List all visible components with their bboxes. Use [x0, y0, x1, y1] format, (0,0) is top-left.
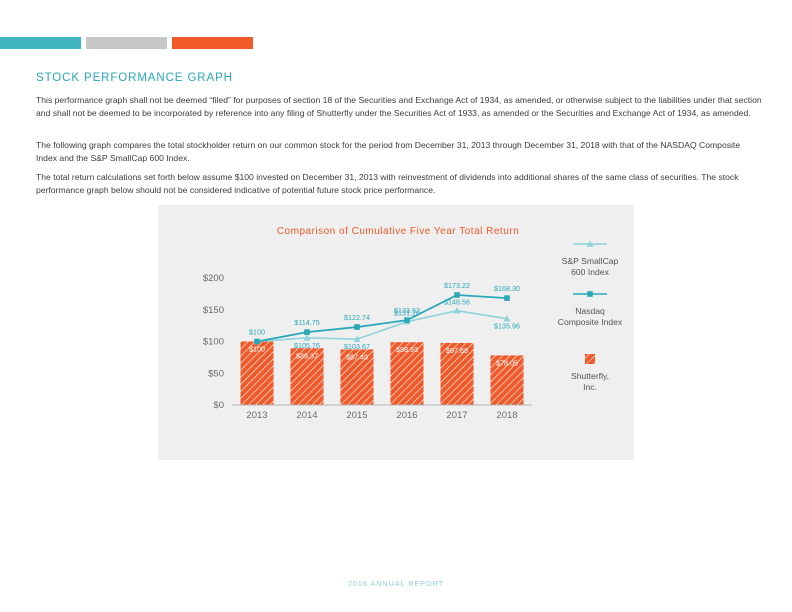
- x-tick-label: 2018: [496, 410, 517, 421]
- shutterfly-data-label: $97.68: [446, 346, 468, 355]
- bar-2017: [440, 342, 474, 405]
- legend-swatch-shutterfly: [585, 354, 595, 364]
- x-tick-label: 2013: [246, 410, 267, 421]
- nasdaq-point: [404, 317, 410, 323]
- x-tick-label: 2016: [396, 410, 417, 421]
- accent-bar-gray: [86, 37, 167, 49]
- legend-label: S&P SmallCap: [562, 256, 619, 266]
- y-tick-label: $200: [203, 273, 224, 284]
- legend-label: Nasdaq: [575, 306, 605, 316]
- chart-title: Comparison of Cumulative Five Year Total…: [277, 226, 519, 237]
- shutterfly-data-label: $98.93: [396, 345, 418, 354]
- nasdaq-point: [254, 338, 260, 345]
- bar-2016: [390, 342, 424, 405]
- performance-chart: Comparison of Cumulative Five Year Total…: [203, 226, 623, 421]
- nasdaq-data-label: $173.22: [444, 281, 470, 290]
- legend-label: Inc.: [583, 382, 597, 392]
- line-sp600: [256, 309, 508, 343]
- nasdaq-point: [304, 329, 310, 335]
- assumption-paragraph: The total return calculations set forth …: [36, 172, 739, 195]
- sp600-data-label: $103.67: [344, 342, 370, 351]
- bar-2015: [340, 349, 374, 405]
- legend-label: Shutterfly,: [571, 371, 609, 381]
- bar-2018: [490, 355, 524, 405]
- x-tick-label: 2014: [296, 410, 317, 421]
- nasdaq-data-label: $168.30: [494, 284, 520, 293]
- sp600-point: [453, 307, 461, 314]
- sp600-point: [353, 335, 361, 342]
- accent-bar-orange: [172, 37, 253, 49]
- shutterfly-data-label: $78.05: [496, 358, 518, 367]
- shutterfly-data-label: $89.37: [296, 351, 318, 360]
- bar-2014: [290, 348, 324, 405]
- sp600-point: [303, 334, 311, 341]
- sp600-data-label: $131.20: [394, 309, 420, 318]
- line-nasdaq: [256, 294, 508, 343]
- shutterfly-data-label: $87.49: [346, 352, 368, 361]
- footer-annual-report: 2018 ANNUAL REPORT: [347, 579, 445, 588]
- nasdaq-point: [454, 292, 460, 298]
- nasdaq-data-label: $100: [249, 328, 265, 337]
- nasdaq-point: [504, 295, 510, 301]
- accent-bar-teal: [0, 37, 81, 49]
- y-tick-label: $150: [203, 305, 224, 316]
- y-tick-label: $0: [213, 400, 224, 411]
- comparison-paragraph: The following graph compares the total s…: [36, 140, 741, 163]
- y-tick-label: $50: [208, 368, 224, 379]
- section-title: STOCK PERFORMANCE GRAPH: [36, 72, 233, 84]
- sp600-data-label: $148.56: [444, 298, 470, 307]
- y-tick-label: $100: [203, 337, 224, 348]
- legend-triangle-marker: [586, 240, 594, 247]
- nasdaq-data-label: $133.62: [394, 306, 420, 315]
- legend-square-marker: [587, 291, 593, 297]
- performance-chart-panel: Comparison of Cumulative Five Year Total…: [158, 205, 634, 460]
- nasdaq-data-label: $122.74: [344, 313, 370, 322]
- x-tick-label: 2015: [346, 410, 367, 421]
- sp600-data-label: $105.76: [294, 341, 320, 350]
- legend-label: 600 Index: [571, 267, 609, 277]
- sp600-point: [503, 315, 511, 322]
- nasdaq-data-label: $114.75: [294, 318, 319, 327]
- bar-2013: [240, 341, 274, 405]
- sp600-data-label: $135.96: [494, 322, 520, 331]
- shutterfly-data-label: $100: [249, 345, 265, 354]
- legend-label: Composite Index: [558, 317, 623, 327]
- x-tick-label: 2017: [446, 410, 467, 421]
- nasdaq-point: [354, 324, 360, 330]
- disclaimer-paragraph: This performance graph shall not be deem…: [36, 95, 762, 118]
